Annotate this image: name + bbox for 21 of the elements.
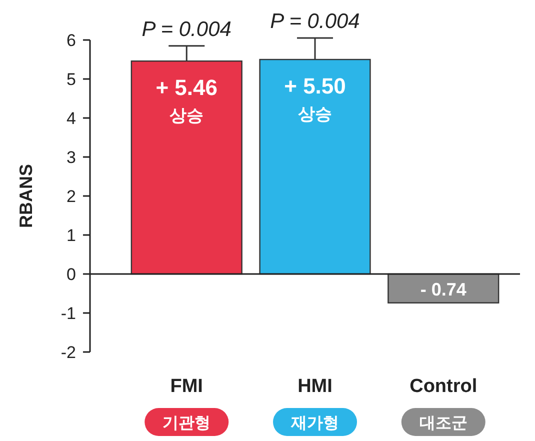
y-tick-label: 5	[66, 70, 76, 89]
annotation: P = 0.004	[142, 18, 232, 41]
x-tick-label: FMI	[170, 376, 203, 397]
y-tick-label: -2	[60, 343, 76, 362]
annotation: P = 0.004	[270, 10, 360, 34]
y-tick-label: 2	[66, 187, 76, 206]
y-tick-label: 1	[66, 226, 76, 245]
text: 기관형	[162, 415, 211, 432]
x-tick-label: Control	[410, 376, 478, 397]
y-tick-label: -1	[60, 304, 76, 323]
y-tick-label: 3	[66, 148, 76, 167]
text: 재가형	[290, 415, 339, 432]
y-tick-label: 6	[66, 31, 76, 50]
text: 대조군	[419, 415, 468, 432]
x-tick-label: HMI	[298, 376, 332, 397]
y-axis-title: RBANS	[16, 164, 36, 228]
y-tick-label: 0	[66, 265, 76, 284]
data-label: + 5.46 상승	[156, 75, 218, 126]
data-label: - 0.74	[420, 279, 466, 300]
data-label: + 5.50 상승	[284, 74, 346, 124]
y-tick-label: 4	[66, 109, 76, 128]
